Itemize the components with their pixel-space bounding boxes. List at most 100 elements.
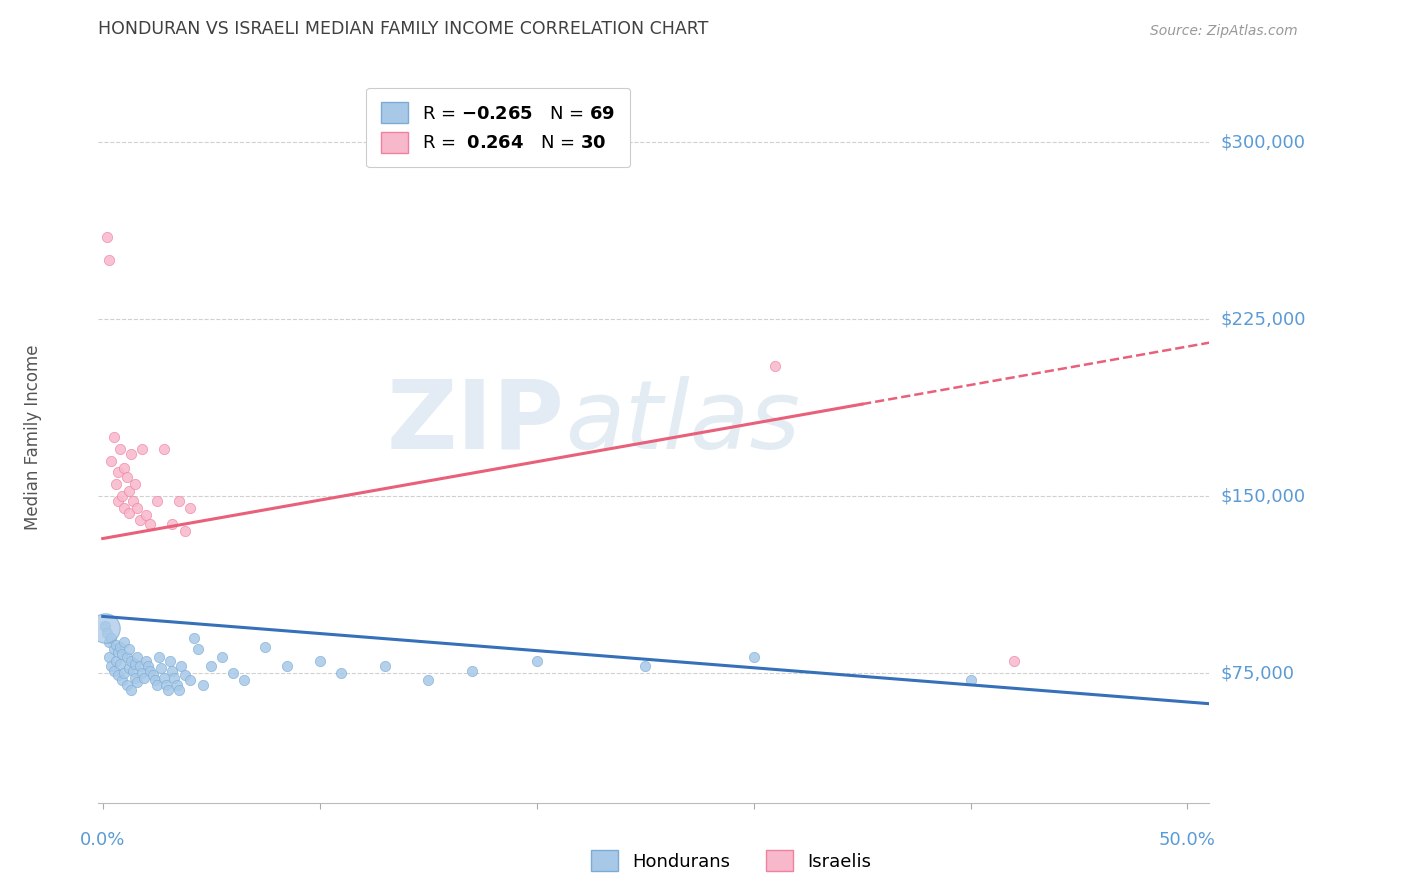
Point: [118, 642, 141, 657]
Point: [139, 664, 162, 678]
Point: [118, 506, 141, 520]
Point: [330, 666, 353, 681]
Point: [135, 508, 157, 522]
Text: $225,000: $225,000: [1220, 310, 1306, 328]
Point: [155, 678, 177, 692]
Point: [211, 649, 233, 664]
Point: [959, 673, 981, 687]
Point: [127, 500, 149, 515]
Point: [167, 682, 190, 697]
Point: [98, 253, 121, 268]
Point: [170, 659, 193, 673]
Point: [111, 647, 134, 661]
Point: [232, 673, 254, 687]
Point: [763, 359, 786, 374]
Point: [136, 659, 159, 673]
Point: [308, 654, 330, 668]
Point: [163, 671, 186, 685]
Point: [120, 447, 142, 461]
Point: [107, 668, 129, 682]
Text: ZIP: ZIP: [387, 376, 565, 469]
Point: [135, 654, 157, 668]
Point: [103, 430, 125, 444]
Text: $150,000: $150,000: [1220, 487, 1305, 505]
Point: [100, 631, 122, 645]
Point: [96, 229, 118, 244]
Point: [111, 673, 134, 687]
Point: [98, 649, 121, 664]
Point: [118, 661, 141, 675]
Point: [124, 671, 146, 685]
Point: [1002, 654, 1025, 668]
Point: [107, 466, 129, 480]
Point: [183, 631, 205, 645]
Point: [94, 619, 117, 633]
Point: [742, 649, 765, 664]
Point: [146, 678, 169, 692]
Point: [222, 666, 245, 681]
Point: [460, 664, 482, 678]
Point: [104, 638, 127, 652]
Point: [139, 517, 162, 532]
Point: [111, 489, 134, 503]
Point: [107, 645, 129, 659]
Point: [159, 654, 181, 668]
Point: [148, 649, 170, 664]
Text: Median Family Income: Median Family Income: [24, 344, 42, 530]
Point: [120, 682, 142, 697]
Point: [160, 664, 183, 678]
Point: [374, 659, 396, 673]
Text: $300,000: $300,000: [1220, 133, 1305, 151]
Point: [418, 673, 440, 687]
Point: [191, 678, 214, 692]
Point: [108, 442, 131, 456]
Point: [152, 442, 174, 456]
Point: [118, 484, 141, 499]
Point: [160, 517, 183, 532]
Text: Source: ZipAtlas.com: Source: ZipAtlas.com: [1150, 24, 1298, 38]
Point: [146, 493, 169, 508]
Point: [156, 682, 179, 697]
Point: [127, 675, 149, 690]
Point: [254, 640, 277, 654]
Point: [131, 666, 153, 681]
Point: [143, 673, 166, 687]
Point: [174, 668, 197, 682]
Point: [167, 493, 190, 508]
Point: [122, 493, 145, 508]
Point: [166, 678, 188, 692]
Point: [103, 642, 125, 657]
Point: [142, 668, 165, 682]
Point: [98, 635, 121, 649]
Point: [131, 442, 153, 456]
Point: [634, 659, 657, 673]
Point: [187, 642, 209, 657]
Point: [179, 673, 201, 687]
Point: [108, 640, 131, 654]
Point: [174, 524, 197, 539]
Point: [150, 661, 173, 675]
Point: [114, 666, 136, 681]
Point: [128, 513, 150, 527]
Legend: Hondurans, Israelis: Hondurans, Israelis: [583, 843, 879, 879]
Text: 0.0%: 0.0%: [80, 831, 125, 849]
Point: [114, 635, 136, 649]
Point: [100, 453, 122, 467]
Point: [179, 500, 201, 515]
Point: [114, 460, 136, 475]
Point: [94, 621, 117, 635]
Point: [115, 470, 138, 484]
Point: [100, 659, 122, 673]
Point: [132, 671, 155, 685]
Point: [108, 657, 131, 671]
Point: [124, 477, 146, 491]
Text: HONDURAN VS ISRAELI MEDIAN FAMILY INCOME CORRELATION CHART: HONDURAN VS ISRAELI MEDIAN FAMILY INCOME…: [98, 21, 709, 38]
Point: [127, 649, 149, 664]
Text: atlas: atlas: [565, 376, 800, 469]
Point: [200, 659, 222, 673]
Point: [104, 477, 127, 491]
Point: [115, 678, 138, 692]
Text: 50.0%: 50.0%: [1159, 831, 1216, 849]
Point: [152, 671, 174, 685]
Legend: R = $\mathbf{-0.265}$   N = $\mathbf{69}$, R =  $\mathbf{0.264}$   N = $\mathbf{: R = $\mathbf{-0.265}$ N = $\mathbf{69}$,…: [367, 87, 630, 168]
